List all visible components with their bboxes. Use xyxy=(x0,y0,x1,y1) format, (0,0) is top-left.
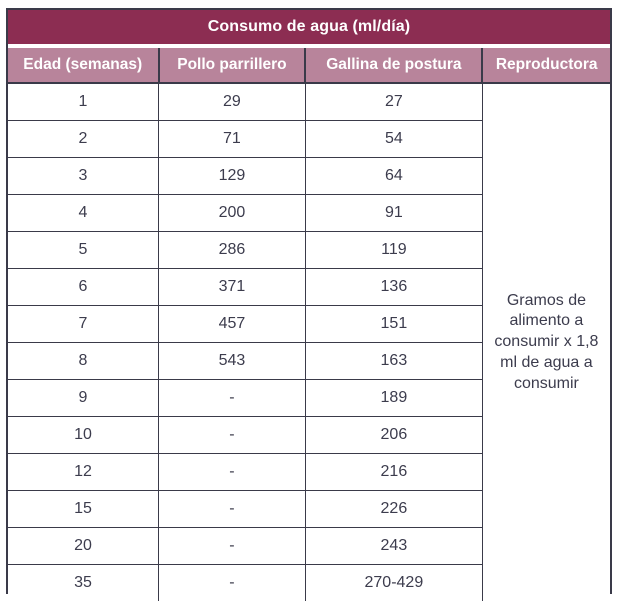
column-header-reproductora: Reproductora xyxy=(481,48,610,84)
edad-cell: 8 xyxy=(8,342,159,380)
edad-cell: 3 xyxy=(8,157,159,195)
gallina-cell: 91 xyxy=(304,194,483,232)
pollo-cell: - xyxy=(158,490,306,528)
edad-cell: 7 xyxy=(8,305,159,343)
gallina-cell: 136 xyxy=(304,268,483,306)
pollo-cell: 129 xyxy=(158,157,306,195)
gallina-cell: 216 xyxy=(304,453,483,491)
pollo-cell: 543 xyxy=(158,342,306,380)
gallina-cell: 243 xyxy=(304,527,483,565)
edad-cell: 6 xyxy=(8,268,159,306)
edad-cell: 20 xyxy=(8,527,159,565)
gallina-cell: 27 xyxy=(304,82,483,121)
pollo-cell: 200 xyxy=(158,194,306,232)
column-header-gallina: Gallina de postura xyxy=(304,48,484,84)
gallina-cell: 151 xyxy=(304,305,483,343)
pollo-cell: - xyxy=(158,379,306,417)
water-consumption-table: Consumo de agua (ml/día) Edad (semanas) … xyxy=(6,8,612,601)
edad-cell: 1 xyxy=(8,82,159,121)
table-row: 35 - 270-429 xyxy=(8,564,610,601)
gallina-cell: 64 xyxy=(304,157,483,195)
gallina-cell: 54 xyxy=(304,120,483,158)
table-row: 5 286 119 xyxy=(8,231,610,269)
data-table: Edad (semanas) Pollo parrillero Gallina … xyxy=(8,48,610,601)
table-row: 3 129 64 xyxy=(8,157,610,195)
pollo-cell: 286 xyxy=(158,231,306,269)
edad-cell: 15 xyxy=(8,490,159,528)
edad-cell: 12 xyxy=(8,453,159,491)
table-row: 20 - 243 xyxy=(8,527,610,565)
table-header: Edad (semanas) Pollo parrillero Gallina … xyxy=(8,48,610,84)
gallina-cell: 270-429 xyxy=(304,564,483,601)
header-row: Edad (semanas) Pollo parrillero Gallina … xyxy=(8,48,610,84)
table-row: 7 457 151 xyxy=(8,305,610,343)
column-header-pollo: Pollo parrillero xyxy=(157,48,307,84)
table-row: 8 543 163 xyxy=(8,342,610,380)
gallina-cell: 189 xyxy=(304,379,483,417)
edad-cell: 4 xyxy=(8,194,159,232)
pollo-cell: - xyxy=(158,416,306,454)
pollo-cell: 457 xyxy=(158,305,306,343)
table-row: 4 200 91 xyxy=(8,194,610,232)
column-header-edad: Edad (semanas) xyxy=(8,48,160,84)
reproductora-note: Gramos de alimento a consumir x 1,8 ml d… xyxy=(494,291,599,392)
gallina-cell: 163 xyxy=(304,342,483,380)
table-title-bar: Consumo de agua (ml/día) xyxy=(8,10,610,44)
pollo-cell: 71 xyxy=(158,120,306,158)
edad-cell: 10 xyxy=(8,416,159,454)
table-row: 10 - 206 xyxy=(8,416,610,454)
table-row: 12 - 216 xyxy=(8,453,610,491)
gallina-cell: 226 xyxy=(304,490,483,528)
table-row: 6 371 136 xyxy=(8,268,610,306)
pollo-cell: 29 xyxy=(158,82,306,121)
table-row: 9 - 189 xyxy=(8,379,610,417)
edad-cell: 2 xyxy=(8,120,159,158)
title-separator xyxy=(8,44,610,48)
pollo-cell: - xyxy=(158,564,306,601)
table-body: 1 29 27 Gramos de alimento a consumir x … xyxy=(8,82,610,601)
gallina-cell: 119 xyxy=(304,231,483,269)
pollo-cell: 371 xyxy=(158,268,306,306)
gallina-cell: 206 xyxy=(304,416,483,454)
edad-cell: 9 xyxy=(8,379,159,417)
table-row: 2 71 54 xyxy=(8,120,610,158)
table-row: 1 29 27 Gramos de alimento a consumir x … xyxy=(8,82,610,601)
reproductora-note-cell: Gramos de alimento a consumir x 1,8 ml d… xyxy=(481,82,610,601)
pollo-cell: - xyxy=(158,527,306,565)
pollo-cell: - xyxy=(158,453,306,491)
edad-cell: 35 xyxy=(8,564,159,601)
edad-cell: 5 xyxy=(8,231,159,269)
